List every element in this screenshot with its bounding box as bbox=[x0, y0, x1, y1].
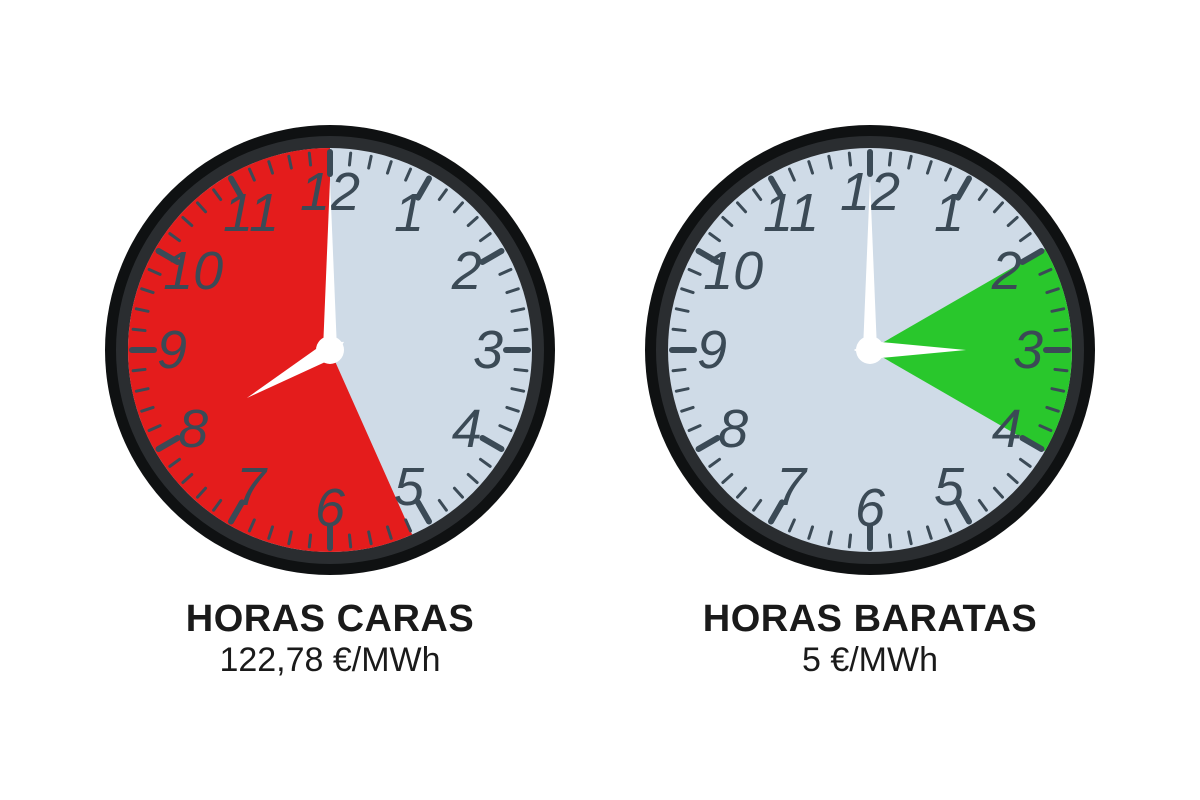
svg-text:5: 5 bbox=[394, 457, 425, 517]
svg-text:1: 1 bbox=[394, 183, 424, 243]
svg-text:3: 3 bbox=[1013, 320, 1043, 380]
svg-text:6: 6 bbox=[315, 478, 346, 538]
cheap-hours-panel: 123456789101112 HORAS BARATAS 5 €/MWh bbox=[640, 120, 1100, 680]
svg-text:9: 9 bbox=[697, 320, 727, 380]
svg-text:11: 11 bbox=[763, 183, 819, 243]
svg-text:7: 7 bbox=[236, 457, 268, 517]
svg-text:4: 4 bbox=[992, 399, 1022, 459]
expensive-caption: HORAS CARAS 122,78 €/MWh bbox=[186, 598, 474, 680]
cheap-caption: HORAS BARATAS 5 €/MWh bbox=[703, 598, 1037, 680]
svg-text:3: 3 bbox=[473, 320, 503, 380]
svg-text:7: 7 bbox=[776, 457, 808, 517]
expensive-price: 122,78 €/MWh bbox=[186, 641, 474, 680]
svg-text:1: 1 bbox=[934, 183, 964, 243]
cheap-title: HORAS BARATAS bbox=[703, 598, 1037, 641]
svg-text:8: 8 bbox=[718, 399, 748, 459]
svg-text:6: 6 bbox=[855, 478, 886, 538]
cheap-clock: 123456789101112 bbox=[640, 120, 1100, 580]
svg-text:2: 2 bbox=[991, 241, 1022, 301]
expensive-title: HORAS CARAS bbox=[186, 598, 474, 641]
svg-text:2: 2 bbox=[451, 241, 482, 301]
expensive-clock: 123456789101112 bbox=[100, 120, 560, 580]
expensive-hours-panel: 123456789101112 HORAS CARAS 122,78 €/MWh bbox=[100, 120, 560, 680]
svg-text:9: 9 bbox=[157, 320, 187, 380]
cheap-price: 5 €/MWh bbox=[703, 641, 1037, 680]
svg-text:8: 8 bbox=[178, 399, 208, 459]
svg-text:5: 5 bbox=[934, 457, 965, 517]
svg-text:10: 10 bbox=[703, 241, 763, 301]
svg-text:10: 10 bbox=[163, 241, 223, 301]
svg-text:4: 4 bbox=[452, 399, 482, 459]
svg-text:11: 11 bbox=[223, 183, 279, 243]
